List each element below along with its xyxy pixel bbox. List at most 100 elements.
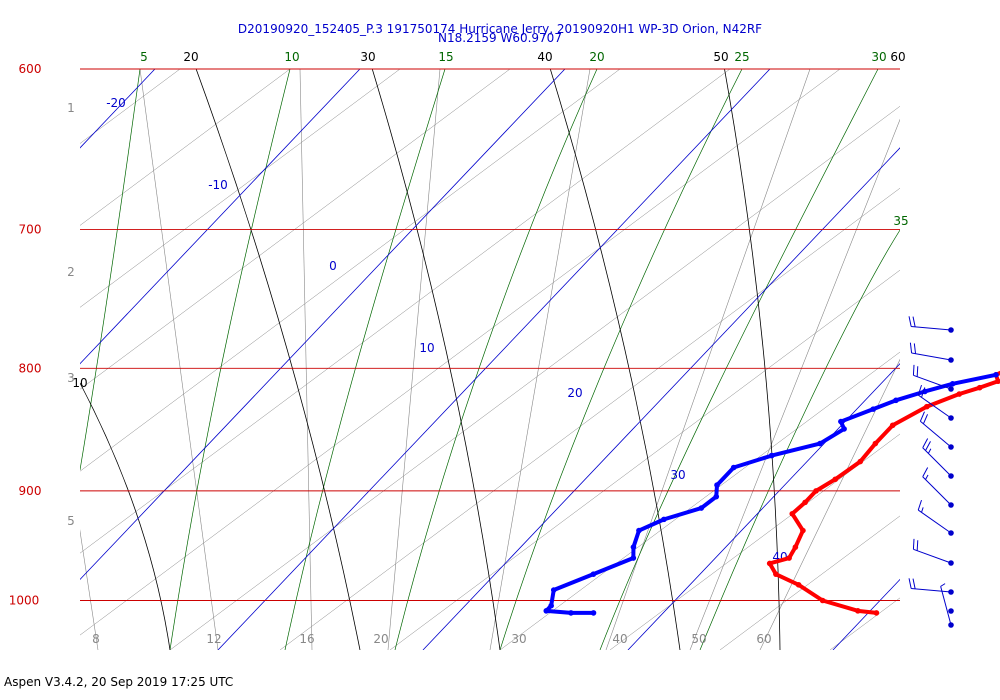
isotherm-line (80, 69, 156, 149)
wind-barb-staff (920, 420, 952, 448)
dry-adiabat-label: 10 (72, 376, 87, 390)
wind-barb-flag (917, 499, 922, 511)
guide-line (80, 69, 181, 144)
isotherm-line (217, 69, 771, 650)
mixing-ratio-line (80, 529, 99, 650)
chart-title: D20190920_152405_P.3 191750174 Hurricane… (237, 22, 763, 36)
moist-adiabat-label: 30 (871, 50, 886, 64)
dewpoint-point (768, 452, 775, 459)
moist-adiabat (599, 69, 879, 650)
wind-barb-flag (925, 441, 931, 451)
wind-barb-staff (917, 509, 952, 534)
dewpoint-point (630, 544, 637, 550)
mixing-ratio-label: 20 (373, 632, 388, 646)
temperature-point (889, 422, 896, 429)
isotherm-line (80, 69, 361, 365)
dewpoint-point (730, 464, 737, 471)
temperature-line (767, 370, 1000, 615)
dewpoint-point (568, 610, 574, 616)
dewpoint-point (841, 426, 847, 432)
wind-barb-flag (912, 316, 916, 327)
mixing-ratio-line (489, 69, 591, 650)
temperature-point (792, 544, 799, 550)
guide-line (609, 433, 900, 650)
moist-adiabat-label: 35 (893, 214, 908, 228)
isotherm-line (80, 69, 566, 581)
isotherm-label: 10 (419, 341, 434, 355)
temperature-point (786, 555, 792, 561)
isobar-label: 900 (19, 484, 42, 498)
guide-line (169, 105, 900, 650)
dewpoint-profile (543, 372, 999, 616)
left-scale-label: 2 (67, 265, 75, 279)
wind-barb-staff (922, 447, 952, 477)
temperature-point (800, 527, 806, 534)
mixing-ratio-line (299, 69, 313, 650)
isotherm-label: -10 (208, 178, 228, 192)
dewpoint-point (949, 381, 956, 387)
guide-line (829, 597, 900, 650)
mixing-ratio-line (139, 69, 219, 650)
moist-adiabat-label: 25 (734, 50, 749, 64)
isotherm-line (422, 147, 900, 650)
dewpoint-point (590, 610, 597, 616)
wind-barb-half-flag (927, 448, 932, 454)
dewpoint-point (661, 516, 667, 523)
wind-barb-flag (916, 540, 919, 551)
moist-adiabat-label: 5 (140, 50, 148, 64)
dewpoint-line (544, 372, 999, 615)
moist-adiabat (394, 69, 598, 650)
wind-barb-flag (922, 467, 929, 477)
isobar-label: 700 (19, 222, 42, 236)
moist-adiabat-label: 15 (438, 50, 453, 64)
dewpoint-point (548, 602, 554, 609)
guide-line (80, 69, 511, 390)
temperature-point (995, 378, 1000, 385)
moist-adiabat (499, 69, 743, 650)
guide-line (499, 351, 900, 650)
isobar-label: 1000 (9, 594, 40, 608)
temperature-point (924, 403, 930, 410)
moist-adiabat (169, 69, 291, 650)
wind-barb-half-flag (921, 507, 924, 513)
chart-subtitle: N18.2159 W60.9707 (438, 31, 562, 45)
left-scale-label: 5 (67, 514, 75, 528)
dewpoint-point (550, 587, 557, 593)
dewpoint-point (870, 406, 876, 412)
dewpoint-point (630, 555, 637, 561)
wind-barb-flag (916, 366, 919, 377)
temperature-point (802, 499, 808, 506)
temperature-point (857, 458, 864, 465)
isobar-label: 600 (19, 62, 42, 76)
mixing-ratio-label: 12 (206, 632, 221, 646)
temperature-point (773, 571, 779, 577)
moist-adiabat (699, 229, 900, 650)
dewpoint-point (590, 571, 597, 577)
wind-barb-flag (922, 414, 929, 425)
moist-adiabat-label: 10 (284, 50, 299, 64)
wind-barb-staff (913, 548, 952, 564)
dewpoint-point (993, 372, 999, 378)
mixing-ratio-label: 40 (612, 632, 627, 646)
wind-barb-half-flag (925, 474, 929, 480)
wind-barb-flag (913, 343, 917, 354)
wind-barb-half-flag (940, 583, 946, 587)
wind-barb-flag (908, 578, 912, 589)
guide-line (80, 69, 731, 554)
dewpoint-point (817, 440, 823, 447)
wind-barb-staff (911, 326, 952, 331)
dry-adiabat (724, 69, 781, 650)
dewpoint-point (713, 493, 720, 500)
dewpoint-point (893, 397, 899, 404)
mixing-ratio-label: 50 (691, 632, 706, 646)
dry-adiabat-label: 50 (713, 50, 728, 64)
guide-line (279, 187, 900, 650)
temperature-point (832, 476, 839, 483)
temperature-point (872, 440, 879, 447)
moist-adiabat (80, 69, 141, 471)
temperature-point (795, 581, 802, 588)
mixing-ratio-label: 8 (92, 632, 100, 646)
dewpoint-point (543, 608, 550, 614)
isotherm-label: 20 (567, 386, 582, 400)
